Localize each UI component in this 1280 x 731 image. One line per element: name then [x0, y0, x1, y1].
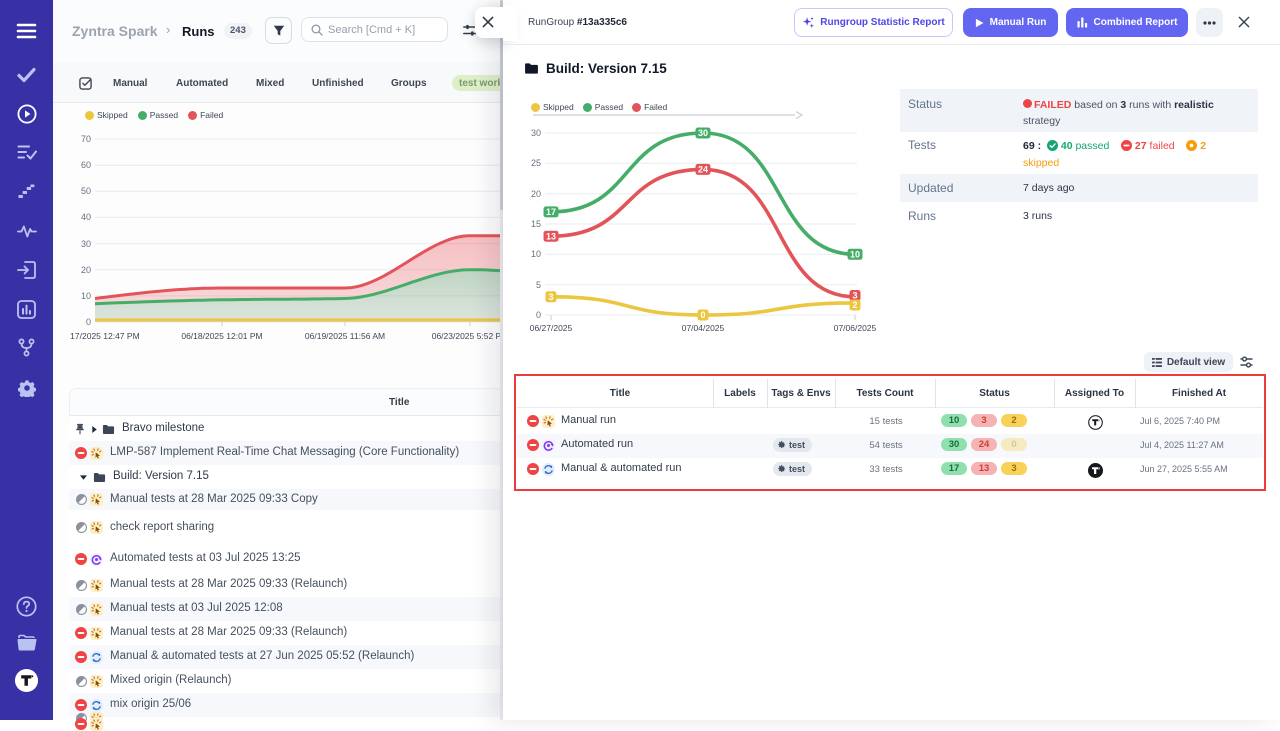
svg-text:06/27/2025: 06/27/2025	[530, 323, 573, 333]
svg-text:06/19/2025 11:56 AM: 06/19/2025 11:56 AM	[305, 331, 385, 341]
svg-text:0: 0	[700, 310, 705, 320]
svg-text:2: 2	[852, 300, 857, 310]
svg-text:15: 15	[531, 219, 541, 229]
svg-text:06/17/2025 12:47 PM: 06/17/2025 12:47 PM	[70, 331, 140, 341]
svg-text:25: 25	[531, 158, 541, 168]
svg-text:30: 30	[531, 128, 541, 138]
svg-text:30: 30	[698, 128, 708, 138]
svg-text:5: 5	[536, 280, 541, 290]
svg-text:10: 10	[81, 291, 91, 301]
svg-text:20: 20	[531, 189, 541, 199]
svg-text:40: 40	[81, 212, 91, 222]
svg-text:50: 50	[81, 186, 91, 196]
svg-text:0: 0	[86, 317, 91, 327]
svg-text:60: 60	[81, 160, 91, 170]
svg-text:24: 24	[698, 165, 708, 175]
svg-text:10: 10	[531, 249, 541, 259]
svg-text:07/04/2025: 07/04/2025	[682, 323, 725, 333]
svg-text:13: 13	[546, 231, 556, 241]
svg-text:20: 20	[81, 265, 91, 275]
svg-text:0: 0	[536, 310, 541, 320]
svg-text:07/06/2025: 07/06/2025	[834, 323, 877, 333]
svg-text:70: 70	[81, 134, 91, 144]
svg-text:30: 30	[81, 239, 91, 249]
svg-text:3: 3	[548, 292, 553, 302]
svg-text:06/18/2025 12:01 PM: 06/18/2025 12:01 PM	[181, 331, 262, 341]
svg-text:06/23/2025 5:52 PM: 06/23/2025 5:52 PM	[432, 331, 503, 341]
svg-text:3: 3	[852, 291, 857, 301]
svg-text:17: 17	[546, 207, 556, 217]
svg-text:10: 10	[850, 249, 860, 259]
